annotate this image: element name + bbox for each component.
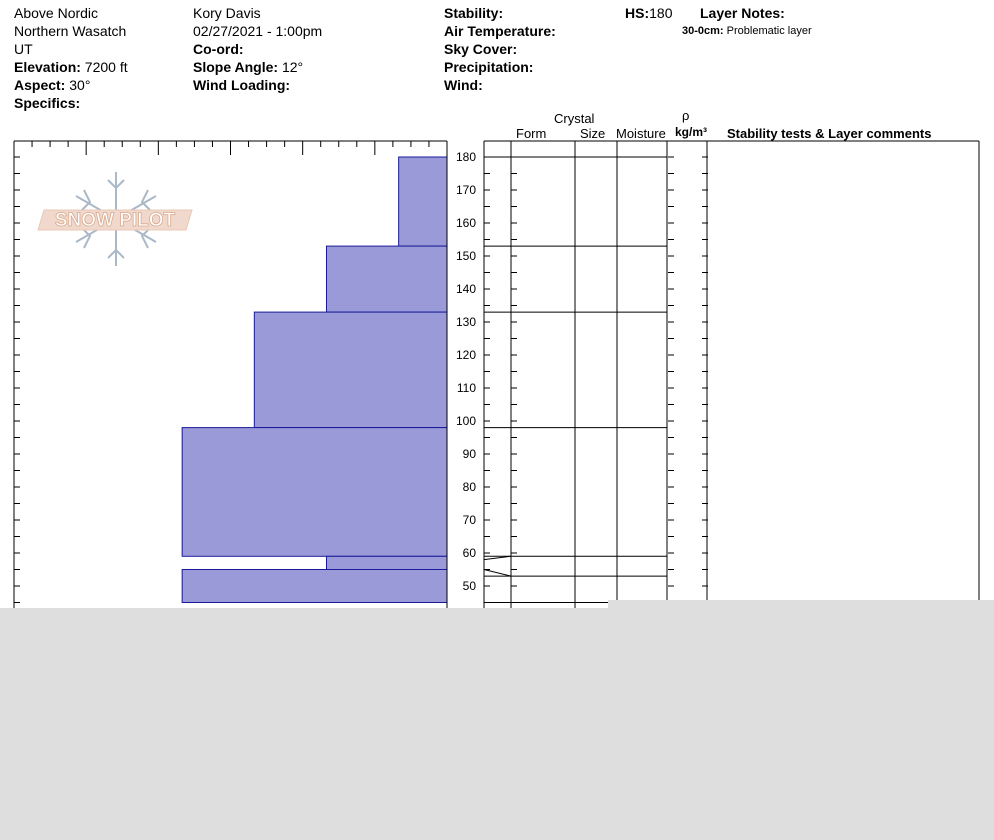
air-temp-row: Air Temperature: (444, 22, 556, 40)
moisture-header: Moisture (616, 126, 666, 141)
wind-loading-row: Wind Loading: (193, 76, 290, 94)
wind-row: Wind: (444, 76, 483, 94)
hardness-bar-0 (398, 156, 448, 247)
elevation-label: Elevation: (14, 59, 81, 75)
layer-connector (483, 569, 512, 577)
location-name: Above Nordic (14, 5, 99, 21)
height-tick-label: 180 (456, 150, 476, 164)
stability-label: Stability: (444, 5, 504, 21)
layer-connector (483, 555, 512, 561)
aspect-row: Aspect: 30° (14, 76, 90, 94)
range-name: Northern Wasatch (14, 23, 127, 39)
layer-table (483, 140, 980, 608)
crystal-header: Crystal (554, 111, 595, 126)
specifics-label: Specifics: (14, 95, 81, 111)
density-unit-header: kg/m³ (675, 125, 708, 139)
slope-label: Slope Angle: (193, 59, 279, 75)
wind-label: Wind: (444, 77, 483, 93)
height-axis: 50 60 70 80 90 100 110 120 130 140 150 160 170 180 (456, 150, 708, 603)
height-tick-label: 120 (456, 348, 476, 362)
sky-cover-label: Sky Cover: (444, 41, 518, 57)
height-tick-label: 100 (456, 414, 476, 428)
cropped-area-edge (608, 600, 994, 610)
logo-text: SNOW PILOT (55, 210, 176, 231)
snowpilot-logo: SNOW PILOT (37, 172, 193, 266)
profile-frame (13, 140, 448, 608)
specifics-row: Specifics: (14, 94, 80, 112)
layer-note-text: Problematic layer (726, 25, 812, 37)
layer-notes-label: Layer Notes: (700, 5, 785, 21)
observer-name: Kory Davis (193, 5, 261, 21)
hardness-bar-3 (181, 427, 448, 557)
height-tick-label: 50 (463, 579, 477, 593)
layer-note-range: 30-0cm: (682, 25, 724, 37)
slope-value: 12° (281, 59, 304, 75)
hardness-bar-5 (181, 569, 448, 603)
hardness-bar-2 (253, 311, 448, 429)
hardness-bar-1 (325, 245, 448, 313)
precip-label: Precipitation: (444, 59, 534, 75)
hs-row: HS:180 (625, 4, 672, 22)
height-tick-label: 90 (463, 447, 477, 461)
height-tick-label: 70 (463, 513, 477, 527)
height-tick-label: 170 (456, 183, 476, 197)
elevation-row: Elevation: 7200 ft (14, 58, 128, 76)
coord-row: Co-ord: (193, 40, 244, 58)
aspect-value: 30° (69, 77, 91, 93)
layer-notes-row: Layer Notes: (700, 4, 785, 22)
size-header: Size (580, 126, 606, 141)
hs-value: 180 (649, 5, 673, 21)
air-temp-label: Air Temperature: (444, 23, 556, 39)
height-tick-label: 80 (463, 480, 477, 494)
aspect-label: Aspect: (14, 77, 66, 93)
height-tick-label: 60 (463, 546, 477, 560)
slope-row: Slope Angle: 12° (193, 58, 303, 76)
height-tick-label: 110 (457, 381, 476, 395)
rho-header: ρ (682, 108, 690, 123)
layer-note: 30-0cm: Problematic layer (682, 24, 812, 38)
height-tick-label: 140 (456, 282, 476, 296)
form-header: Form (516, 126, 547, 141)
coord-label: Co-ord: (193, 41, 244, 57)
height-tick-label: 160 (456, 216, 476, 230)
hardness-bar-4 (325, 555, 448, 570)
hs-label: HS: (625, 5, 650, 21)
height-tick-label: 130 (456, 315, 476, 329)
stability-row: Stability: (444, 4, 503, 22)
precip-row: Precipitation: (444, 58, 533, 76)
hardness-profile (181, 156, 448, 603)
state-name: UT (14, 41, 33, 57)
observation-datetime: 02/27/2021 - 1:00pm (193, 23, 323, 39)
wind-loading-label: Wind Loading: (193, 77, 291, 93)
sky-cover-row: Sky Cover: (444, 40, 517, 58)
comments-header: Stability tests & Layer comments (727, 126, 932, 141)
height-tick-label: 150 (456, 249, 476, 263)
elevation-value: 7200 ft (84, 59, 128, 75)
cropped-area (0, 608, 994, 840)
